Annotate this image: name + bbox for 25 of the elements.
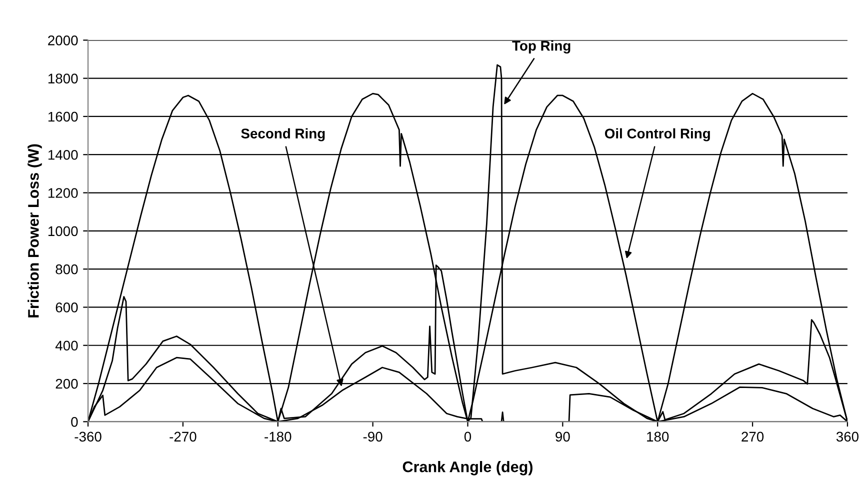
annotation: Top Ring <box>512 40 570 54</box>
y-tick-label: 1000 <box>48 226 78 236</box>
y-tick-label: 200 <box>56 378 78 389</box>
x-tick-label: 360 <box>836 432 859 442</box>
x-tick-label: -180 <box>264 432 292 442</box>
annotation: Oil Control Ring <box>604 128 710 142</box>
y-tick-label: 400 <box>55 340 78 351</box>
x-tick-label: -270 <box>170 432 196 442</box>
y-tick-label: 600 <box>56 302 78 312</box>
y-tick-label: 2000 <box>48 35 78 46</box>
y-tick-label: 1400 <box>48 150 78 160</box>
x-tick-label: 270 <box>742 432 764 442</box>
x-tick-label: 90 <box>556 432 570 442</box>
x-tick-label: 0 <box>464 432 472 442</box>
y-tick-label: 0 <box>71 417 78 427</box>
y-tick-label: 1200 <box>48 188 78 198</box>
y-tick-label: 1600 <box>48 112 78 122</box>
y-tick-label: 800 <box>56 264 78 274</box>
x-axis-title: Crank Angle (deg) <box>402 461 532 476</box>
y-tick-label: 1800 <box>48 74 78 84</box>
x-tick-label: -360 <box>74 432 102 442</box>
annotation: Second Ring <box>241 128 325 142</box>
y-axis-title: Friction Power Loss (W) <box>28 144 42 318</box>
x-tick-label: 180 <box>647 432 669 442</box>
x-tick-label: -90 <box>363 432 382 442</box>
